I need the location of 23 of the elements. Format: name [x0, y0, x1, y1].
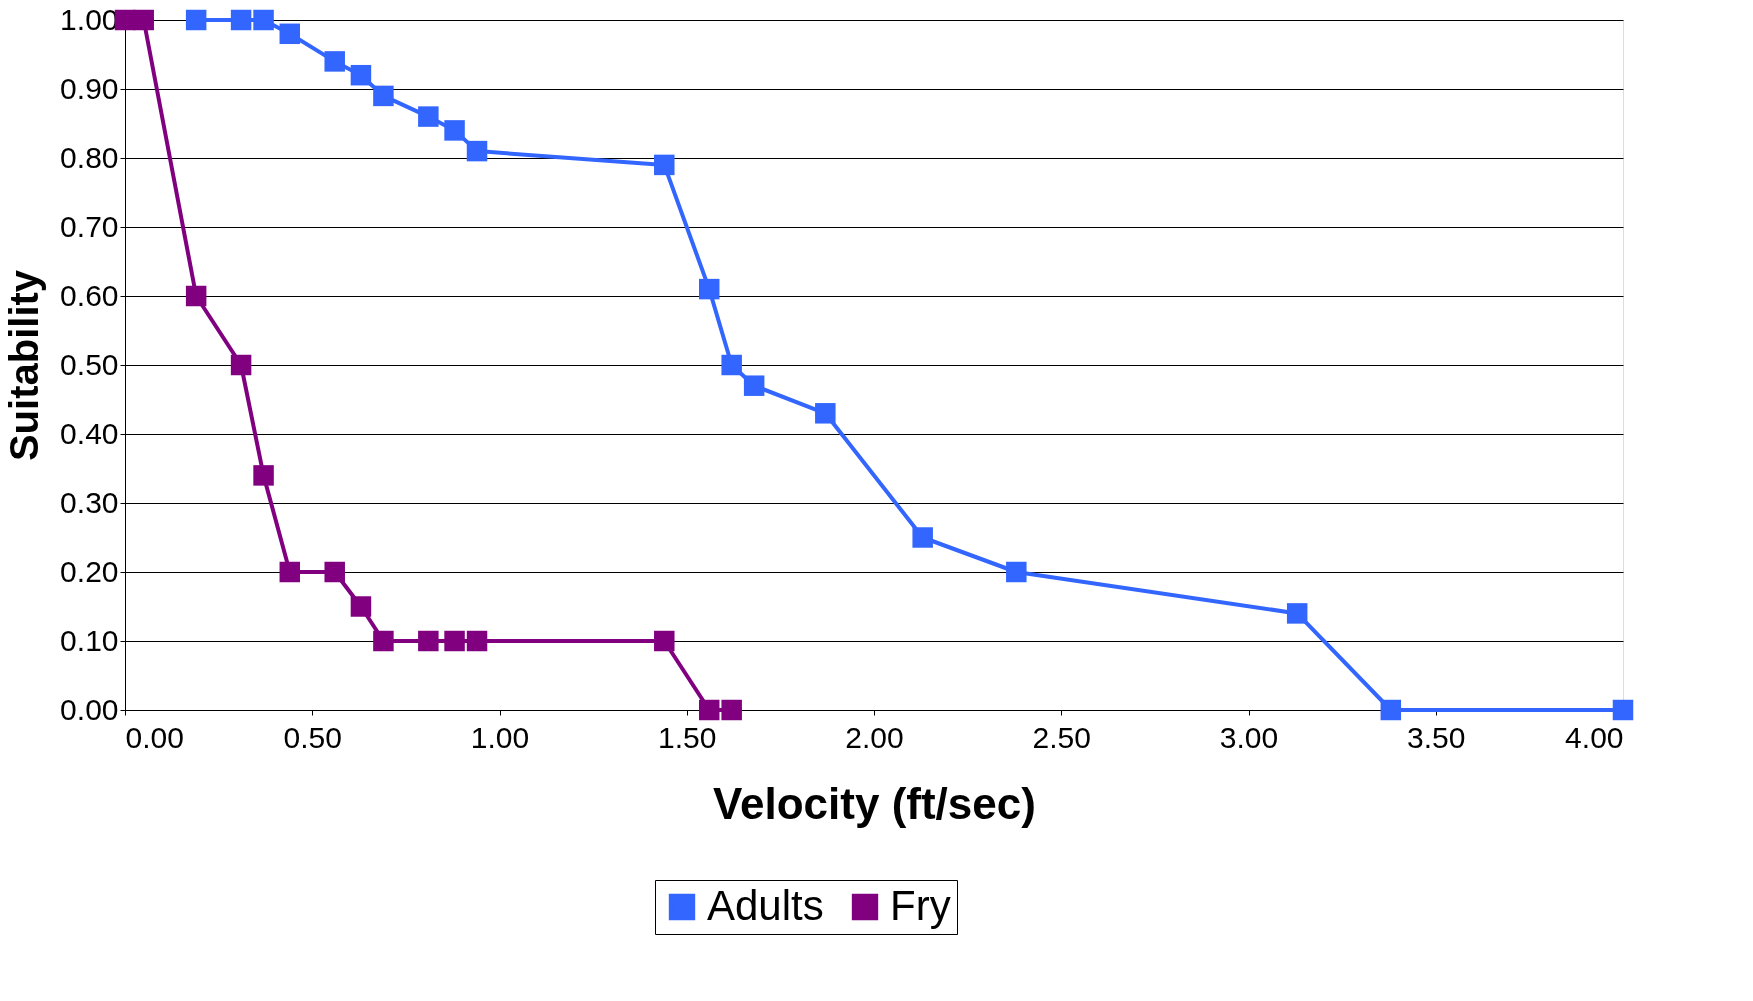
x-tick-label: 3.50: [1407, 720, 1466, 754]
x-tick-label: 2.00: [845, 720, 904, 754]
x-tick-label: 1.50: [658, 720, 717, 754]
x-axis-title: Velocity (ft/sec): [713, 778, 1036, 828]
y-tick-label: 0.80: [60, 140, 119, 174]
y-tick-label: 0.10: [60, 623, 119, 657]
x-tick-label: 3.00: [1219, 720, 1279, 754]
x-tick-label: 2.50: [1032, 720, 1091, 754]
y-tick-label: 0.50: [60, 347, 119, 381]
x-tick-label: 4.00: [1565, 720, 1624, 754]
y-tick-label: 0.20: [60, 554, 119, 588]
legend-label: Adults: [707, 882, 824, 929]
y-tick-label: 0.40: [60, 416, 119, 450]
y-axis-title: Suitability: [2, 269, 47, 462]
y-tick-label: 0.30: [60, 485, 119, 519]
y-tick-label: 0.90: [60, 71, 119, 105]
legend-label: Fry: [890, 882, 951, 929]
x-tick-label: 1.00: [470, 720, 530, 754]
y-tick-label: 0.60: [60, 278, 119, 312]
y-tick-label: 0.70: [60, 209, 119, 243]
x-tick-label: 0.00: [125, 720, 184, 754]
y-tick-label: 0.00: [60, 692, 119, 726]
x-tick-label: 0.50: [283, 720, 342, 754]
